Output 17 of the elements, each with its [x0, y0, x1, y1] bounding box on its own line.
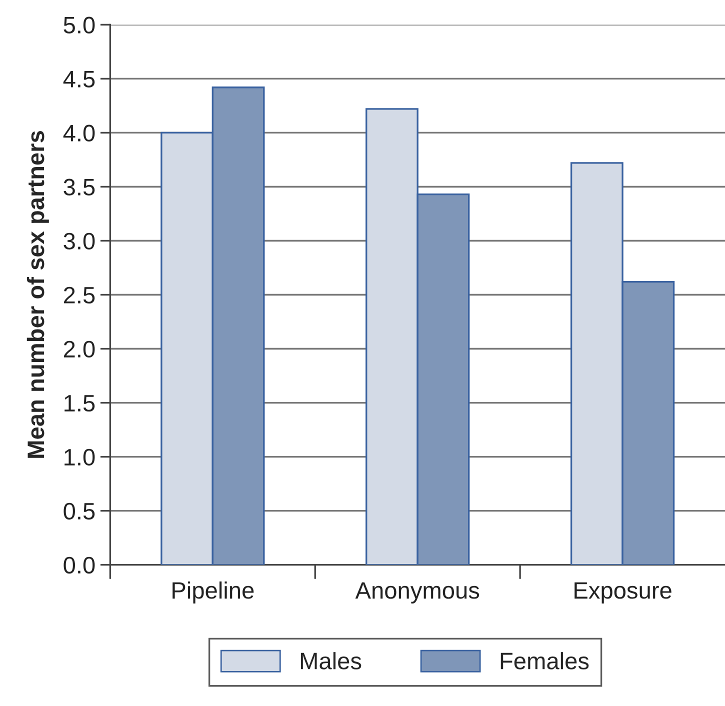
legend-label: Males	[300, 652, 362, 670]
y-tick-label: 2.5	[64, 286, 95, 304]
legend-label: Females	[500, 652, 589, 670]
y-tick-label: 3.5	[64, 178, 95, 196]
x-tick-label: Exposure	[574, 582, 672, 604]
y-tick-label: 2.0	[64, 340, 95, 358]
y-tick-label: 5.0	[64, 16, 95, 34]
y-tick-label: 1.5	[64, 395, 95, 412]
y-tick-label: 1.0	[64, 448, 95, 466]
y-axis-title: Mean number of sex partners	[26, 131, 49, 458]
y-tick-label: 0.0	[64, 556, 95, 574]
x-tick-label: Pipeline	[172, 581, 254, 604]
x-tick-label: Anonymous	[355, 582, 480, 604]
y-tick-label: 0.5	[64, 502, 95, 520]
y-tick-label: 4.0	[63, 124, 95, 142]
y-tick-label: 4.5	[63, 71, 95, 88]
y-tick-label: 3.0	[64, 232, 95, 250]
